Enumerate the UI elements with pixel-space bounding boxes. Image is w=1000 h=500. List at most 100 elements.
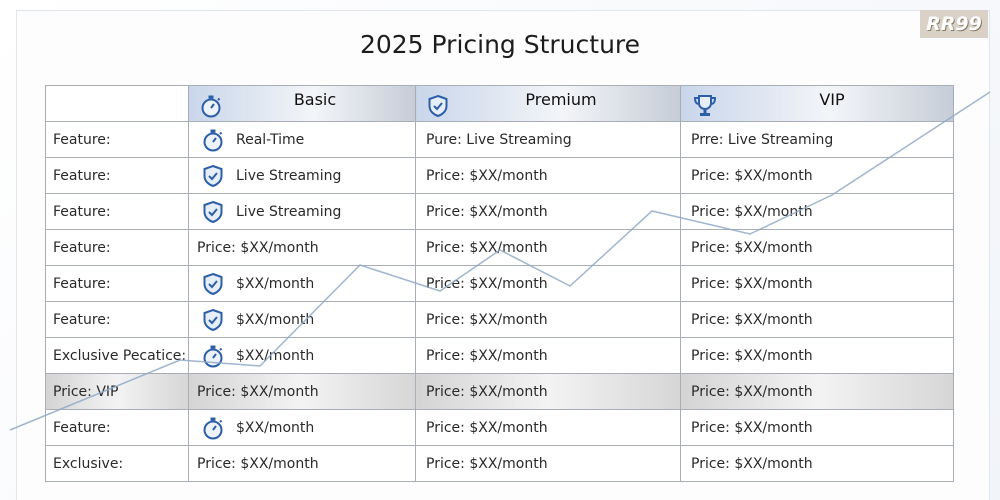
- cell-text: Feature:: [53, 311, 111, 328]
- cell-text: Prre: Live Streaming: [691, 131, 834, 148]
- cell-text: Price: $XX/month: [426, 383, 548, 400]
- table-cell: Price: $XX/month: [188, 445, 416, 482]
- table-cell: Price: $XX/month: [680, 301, 954, 338]
- cell-text: Price: $XX/month: [691, 167, 813, 184]
- table-cell: Price: $XX/month: [415, 157, 681, 194]
- cell-text: Price: $XX/month: [197, 383, 319, 400]
- table-row: Price: VIP Price: $XX/month Price: $XX/mon…: [45, 373, 954, 410]
- cell-text: Real-Time: [236, 131, 305, 148]
- cell-text: Price: $XX/month: [691, 203, 813, 220]
- shield-icon: [203, 308, 223, 331]
- cell-text: Pure: Live Streaming: [426, 131, 572, 148]
- cell-text: Price: $XX/month: [691, 455, 813, 472]
- table-cell: Price: $XX/month: [188, 229, 416, 266]
- cell-text: Price: $XX/month: [691, 347, 813, 364]
- column-header: VIP: [680, 85, 954, 122]
- table-cell: Price: $XX/month: [188, 373, 416, 410]
- cell-text: Exclusive Pecatice:: [53, 347, 187, 364]
- table-cell: Price: $XX/month: [680, 337, 954, 374]
- cell-text: Price: $XX/month: [691, 239, 813, 256]
- cell-text: Price: $XX/month: [426, 167, 548, 184]
- row-label: Feature:: [45, 193, 189, 230]
- shield-icon: [203, 164, 223, 187]
- cell-text: Price: $XX/month: [197, 455, 319, 472]
- table-cell: Price: $XX/month: [415, 301, 681, 338]
- cell-text: Price: $XX/month: [426, 275, 548, 292]
- cell-text: Live Streaming: [236, 203, 342, 220]
- row-label: Feature:: [45, 301, 189, 338]
- cell-text: Basic: [293, 89, 337, 109]
- table-row: Feature: $XX/month Price: $XX/month Price: …: [45, 409, 954, 446]
- cell-text: Feature:: [53, 131, 111, 148]
- table-cell: $XX/month: [188, 409, 416, 446]
- table-cell: Price: $XX/month: [415, 445, 681, 482]
- stopwatch-icon: [203, 345, 223, 367]
- table-cell: Real-Time: [188, 121, 416, 158]
- cell-text: Feature:: [53, 275, 111, 292]
- table-cell: Price: $XX/month: [680, 265, 954, 302]
- cell-text: Premium: [525, 89, 597, 109]
- cell-text: Price: $XX/month: [426, 203, 548, 220]
- stopwatch-icon: [203, 417, 223, 439]
- table-row: Exclusive Pecatice: $XX/month Price: $XX/m…: [45, 337, 954, 374]
- stopwatch-icon: [203, 129, 223, 151]
- table-cell: Price: $XX/month: [415, 337, 681, 374]
- cell-text: Live Streaming: [236, 167, 342, 184]
- table-row: Feature: Price: $XX/month Price: $XX/month…: [45, 229, 954, 266]
- cell-text: Price: $XX/month: [426, 419, 548, 436]
- cell-text: Feature:: [53, 203, 111, 220]
- cell-text: VIP: [819, 89, 845, 109]
- row-label: Feature:: [45, 229, 189, 266]
- table-cell: Price: $XX/month: [415, 373, 681, 410]
- pricing-table: Basic Premium VIP Feature: Real-Time Pure: L…: [45, 85, 954, 482]
- row-label: Feature:: [45, 157, 189, 194]
- cell-text: Price: $XX/month: [426, 311, 548, 328]
- table-cell: Price: $XX/month: [415, 193, 681, 230]
- table-cell: Price: $XX/month: [680, 193, 954, 230]
- column-header: Premium: [415, 85, 681, 122]
- cell-text: Price: $XX/month: [691, 275, 813, 292]
- logo: RR99: [920, 10, 988, 38]
- shield-icon: [203, 272, 223, 295]
- table-cell: Price: $XX/month: [415, 265, 681, 302]
- table-row: Exclusive: Price: $XX/month Price: $XX/mon…: [45, 445, 954, 482]
- cell-text: Price: VIP: [53, 383, 119, 400]
- table-row: Feature: $XX/month Price: $XX/month Price: …: [45, 265, 954, 302]
- cell-text: Price: $XX/month: [197, 239, 319, 256]
- row-label: Feature:: [45, 409, 189, 446]
- shield-icon: [428, 94, 448, 117]
- table-row: Feature: Real-Time Pure: Live Streaming Prr…: [45, 121, 954, 158]
- table-cell: $XX/month: [188, 301, 416, 338]
- cell-text: Price: $XX/month: [691, 311, 813, 328]
- cell-text: $XX/month: [236, 419, 315, 436]
- stopwatch-icon: [201, 95, 221, 117]
- header-row: Basic Premium VIP: [45, 85, 954, 122]
- cell-text: $XX/month: [236, 275, 315, 292]
- column-header: Basic: [188, 85, 416, 122]
- column-header: [45, 85, 189, 122]
- cell-text: Price: $XX/month: [691, 383, 813, 400]
- table-cell: Price: $XX/month: [415, 229, 681, 266]
- table-cell: Price: $XX/month: [680, 157, 954, 194]
- row-label: Exclusive Pecatice:: [45, 337, 189, 374]
- cell-text: Price: $XX/month: [426, 455, 548, 472]
- row-label: Feature:: [45, 265, 189, 302]
- table-cell: Price: $XX/month: [680, 229, 954, 266]
- cell-text: Price: $XX/month: [691, 419, 813, 436]
- cell-text: Feature:: [53, 167, 111, 184]
- cell-text: Feature:: [53, 239, 111, 256]
- table-cell: $XX/month: [188, 337, 416, 374]
- row-label: Price: VIP: [45, 373, 189, 410]
- row-label: Exclusive:: [45, 445, 189, 482]
- table-cell: Price: $XX/month: [680, 409, 954, 446]
- title: 2025 Pricing Structure: [359, 30, 641, 59]
- table-cell: Pure: Live Streaming: [415, 121, 681, 158]
- table-row: Feature: $XX/month Price: $XX/month Price: …: [45, 301, 954, 338]
- cell-text: Price: $XX/month: [426, 239, 548, 256]
- cell-text: $XX/month: [236, 311, 315, 328]
- table-cell: Price: $XX/month: [680, 373, 954, 410]
- table-cell: Live Streaming: [188, 193, 416, 230]
- table-row: Feature: Live Streaming Price: $XX/month Pr…: [45, 157, 954, 194]
- shield-icon: [203, 200, 223, 223]
